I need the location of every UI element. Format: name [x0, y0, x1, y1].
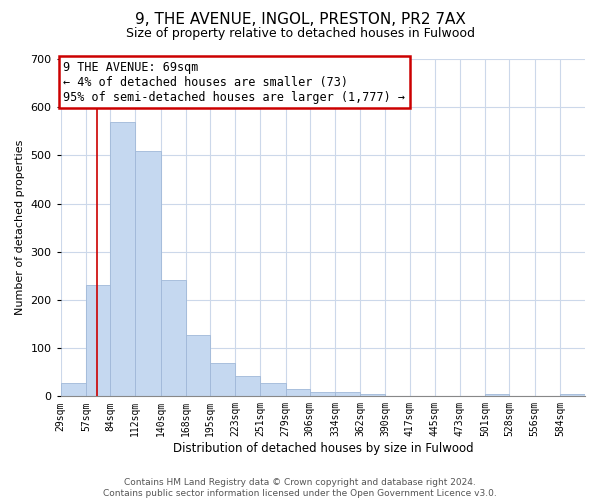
- Bar: [136, 150, 161, 396]
- Bar: [335, 392, 360, 396]
- Bar: [235, 376, 260, 396]
- Bar: [161, 280, 186, 396]
- Bar: [210, 362, 235, 396]
- Bar: [110, 122, 136, 396]
- Bar: [360, 394, 385, 396]
- X-axis label: Distribution of detached houses by size in Fulwood: Distribution of detached houses by size …: [173, 442, 473, 455]
- Bar: [260, 384, 286, 396]
- Text: 9, THE AVENUE, INGOL, PRESTON, PR2 7AX: 9, THE AVENUE, INGOL, PRESTON, PR2 7AX: [134, 12, 466, 28]
- Text: Contains HM Land Registry data © Crown copyright and database right 2024.
Contai: Contains HM Land Registry data © Crown c…: [103, 478, 497, 498]
- Bar: [86, 284, 110, 397]
- Text: Size of property relative to detached houses in Fulwood: Size of property relative to detached ho…: [125, 28, 475, 40]
- Bar: [485, 394, 509, 396]
- Bar: [310, 392, 335, 396]
- Text: 9 THE AVENUE: 69sqm
← 4% of detached houses are smaller (73)
95% of semi-detache: 9 THE AVENUE: 69sqm ← 4% of detached hou…: [64, 60, 406, 104]
- Bar: [286, 389, 310, 396]
- Bar: [186, 335, 210, 396]
- Bar: [61, 383, 86, 396]
- Y-axis label: Number of detached properties: Number of detached properties: [15, 140, 25, 316]
- Bar: [560, 394, 585, 396]
